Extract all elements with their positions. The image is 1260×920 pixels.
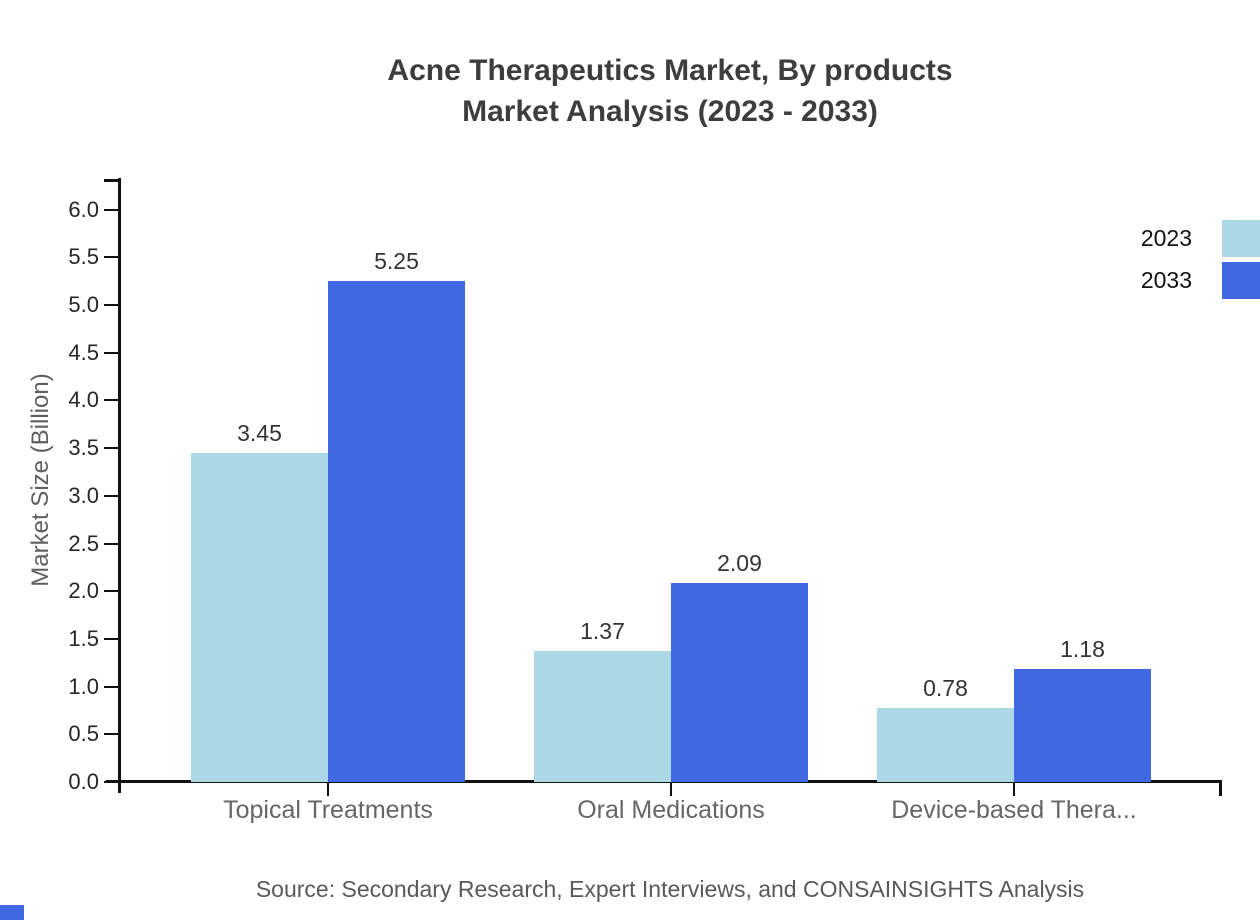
source-note: Source: Secondary Research, Expert Inter… <box>255 876 1085 902</box>
y-tick <box>104 638 118 640</box>
y-tick-label: 4.0 <box>68 387 99 412</box>
y-tick-label: 4.5 <box>68 340 99 365</box>
value-label: 2.09 <box>717 550 762 576</box>
y-tick <box>104 399 118 401</box>
y-tick <box>104 209 118 211</box>
y-tick <box>104 304 118 306</box>
bar-2033-c1 <box>671 583 808 782</box>
x-tick <box>1013 783 1015 796</box>
legend-swatch-2033 <box>1222 261 1260 299</box>
x-tick <box>327 783 329 796</box>
y-tick-label: 0.5 <box>68 721 99 746</box>
y-axis-end-cap <box>104 179 118 182</box>
y-tick-label: 5.0 <box>68 292 99 317</box>
y-tick-label: 0.0 <box>68 769 99 794</box>
y-tick-label: 5.5 <box>68 244 99 269</box>
brand-mark <box>0 905 24 920</box>
legend-item-2023: 2023 <box>1141 219 1260 257</box>
y-tick-label: 6.0 <box>68 197 99 222</box>
y-tick <box>104 781 118 783</box>
x-tick <box>670 783 672 796</box>
chart-title-line1: Acne Therapeutics Market, By products <box>387 54 953 87</box>
category-label: Oral Medications <box>577 796 765 824</box>
y-tick <box>104 543 118 545</box>
bar-2023-c0 <box>191 453 328 782</box>
value-label: 0.78 <box>923 675 968 701</box>
y-tick <box>104 256 118 258</box>
value-label: 5.25 <box>374 248 419 274</box>
chart-title: Acne Therapeutics Market, By products Ma… <box>140 50 1200 132</box>
bar-2023-c1 <box>534 651 671 782</box>
y-tick <box>104 447 118 449</box>
value-label: 3.45 <box>237 420 282 446</box>
x-axis-end-cap <box>1219 783 1222 796</box>
y-tick <box>104 590 118 592</box>
bar-2023-c2 <box>877 708 1014 782</box>
legend-item-2033: 2033 <box>1141 261 1260 299</box>
y-tick-label: 3.0 <box>68 483 99 508</box>
y-tick-label: 1.0 <box>68 674 99 699</box>
y-tick-label: 2.0 <box>68 578 99 603</box>
y-tick <box>104 686 118 688</box>
value-label: 1.18 <box>1060 636 1105 662</box>
category-label: Device-based Thera... <box>891 796 1137 824</box>
y-axis-line <box>118 178 121 793</box>
y-tick <box>104 733 118 735</box>
legend: 2023 2033 <box>1141 219 1260 303</box>
y-tick-label: 3.5 <box>68 435 99 460</box>
y-tick <box>104 352 118 354</box>
legend-label-2033: 2033 <box>1140 266 1192 293</box>
bar-2033-c0 <box>328 281 465 782</box>
y-tick-label: 1.5 <box>68 626 99 651</box>
legend-swatch-2023 <box>1222 219 1260 257</box>
category-label: Topical Treatments <box>223 796 433 824</box>
value-label: 1.37 <box>580 618 625 644</box>
legend-label-2023: 2023 <box>1140 224 1192 251</box>
chart-title-line2: Market Analysis (2023 - 2033) <box>462 95 878 128</box>
y-tick <box>104 495 118 497</box>
y-tick-label: 2.5 <box>68 531 99 556</box>
bar-2033-c2 <box>1014 669 1151 782</box>
